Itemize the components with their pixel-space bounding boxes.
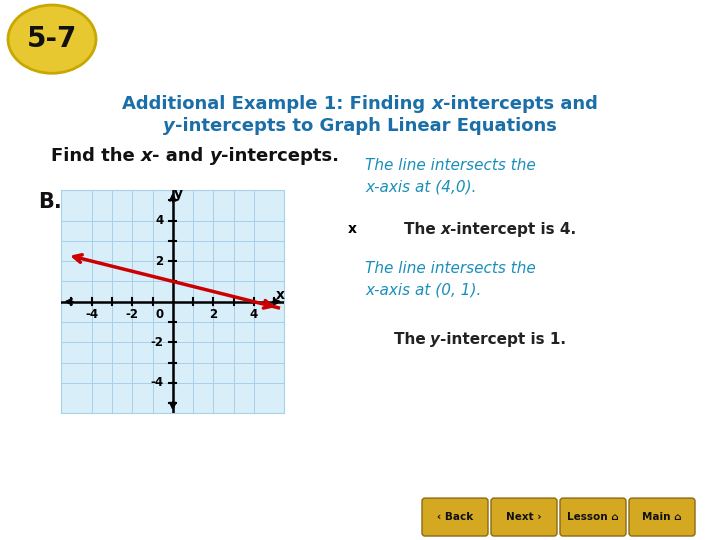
Text: 2: 2 — [156, 255, 163, 268]
Text: 5-7: 5-7 — [27, 25, 77, 53]
Text: Find the: Find the — [50, 147, 140, 165]
Text: x: x — [276, 288, 285, 302]
Text: y: y — [174, 187, 182, 201]
Text: -intercept is 1.: -intercept is 1. — [441, 332, 567, 347]
Text: The: The — [403, 222, 441, 237]
Text: -intercepts and: -intercepts and — [443, 95, 598, 113]
Text: Additional Example 1: Finding: Additional Example 1: Finding — [122, 95, 431, 113]
Text: 2: 2 — [210, 308, 217, 321]
Text: - and: - and — [152, 147, 210, 165]
Text: y: y — [210, 147, 222, 165]
Text: -2: -2 — [150, 336, 163, 349]
Text: x: x — [348, 222, 356, 236]
Text: 4: 4 — [250, 308, 258, 321]
Text: -4: -4 — [85, 308, 98, 321]
Text: y: y — [431, 332, 441, 347]
Text: Main ⌂: Main ⌂ — [642, 512, 682, 522]
Text: x: x — [441, 222, 451, 237]
FancyBboxPatch shape — [422, 498, 488, 536]
Text: Next ›: Next › — [506, 512, 541, 522]
FancyBboxPatch shape — [560, 498, 626, 536]
Text: Slope-Intercept Form: Slope-Intercept Form — [110, 25, 474, 53]
Text: The line intersects the
x-axis at (0, 1).: The line intersects the x-axis at (0, 1)… — [365, 261, 536, 298]
Text: 0: 0 — [156, 308, 163, 321]
Text: x: x — [431, 95, 443, 113]
Text: -4: -4 — [150, 376, 163, 389]
Text: y: y — [163, 117, 175, 136]
Text: -2: -2 — [126, 308, 139, 321]
Text: The: The — [394, 332, 431, 347]
Text: The line intersects the
x-axis at (4,0).: The line intersects the x-axis at (4,0). — [365, 158, 536, 195]
Text: © HOLT McDOUGAL, All Rights Reserved: © HOLT McDOUGAL, All Rights Reserved — [8, 512, 207, 522]
Text: -intercepts to Graph Linear Equations: -intercepts to Graph Linear Equations — [175, 117, 557, 136]
Ellipse shape — [8, 5, 96, 73]
Text: x: x — [140, 147, 152, 165]
Text: -intercept is 4.: -intercept is 4. — [451, 222, 577, 237]
Text: -intercepts.: -intercepts. — [222, 147, 339, 165]
Text: 4: 4 — [156, 214, 163, 227]
Text: ‹ Back: ‹ Back — [437, 512, 473, 522]
Text: Lesson ⌂: Lesson ⌂ — [567, 512, 618, 522]
Text: B.: B. — [38, 192, 62, 212]
FancyBboxPatch shape — [491, 498, 557, 536]
FancyBboxPatch shape — [629, 498, 695, 536]
